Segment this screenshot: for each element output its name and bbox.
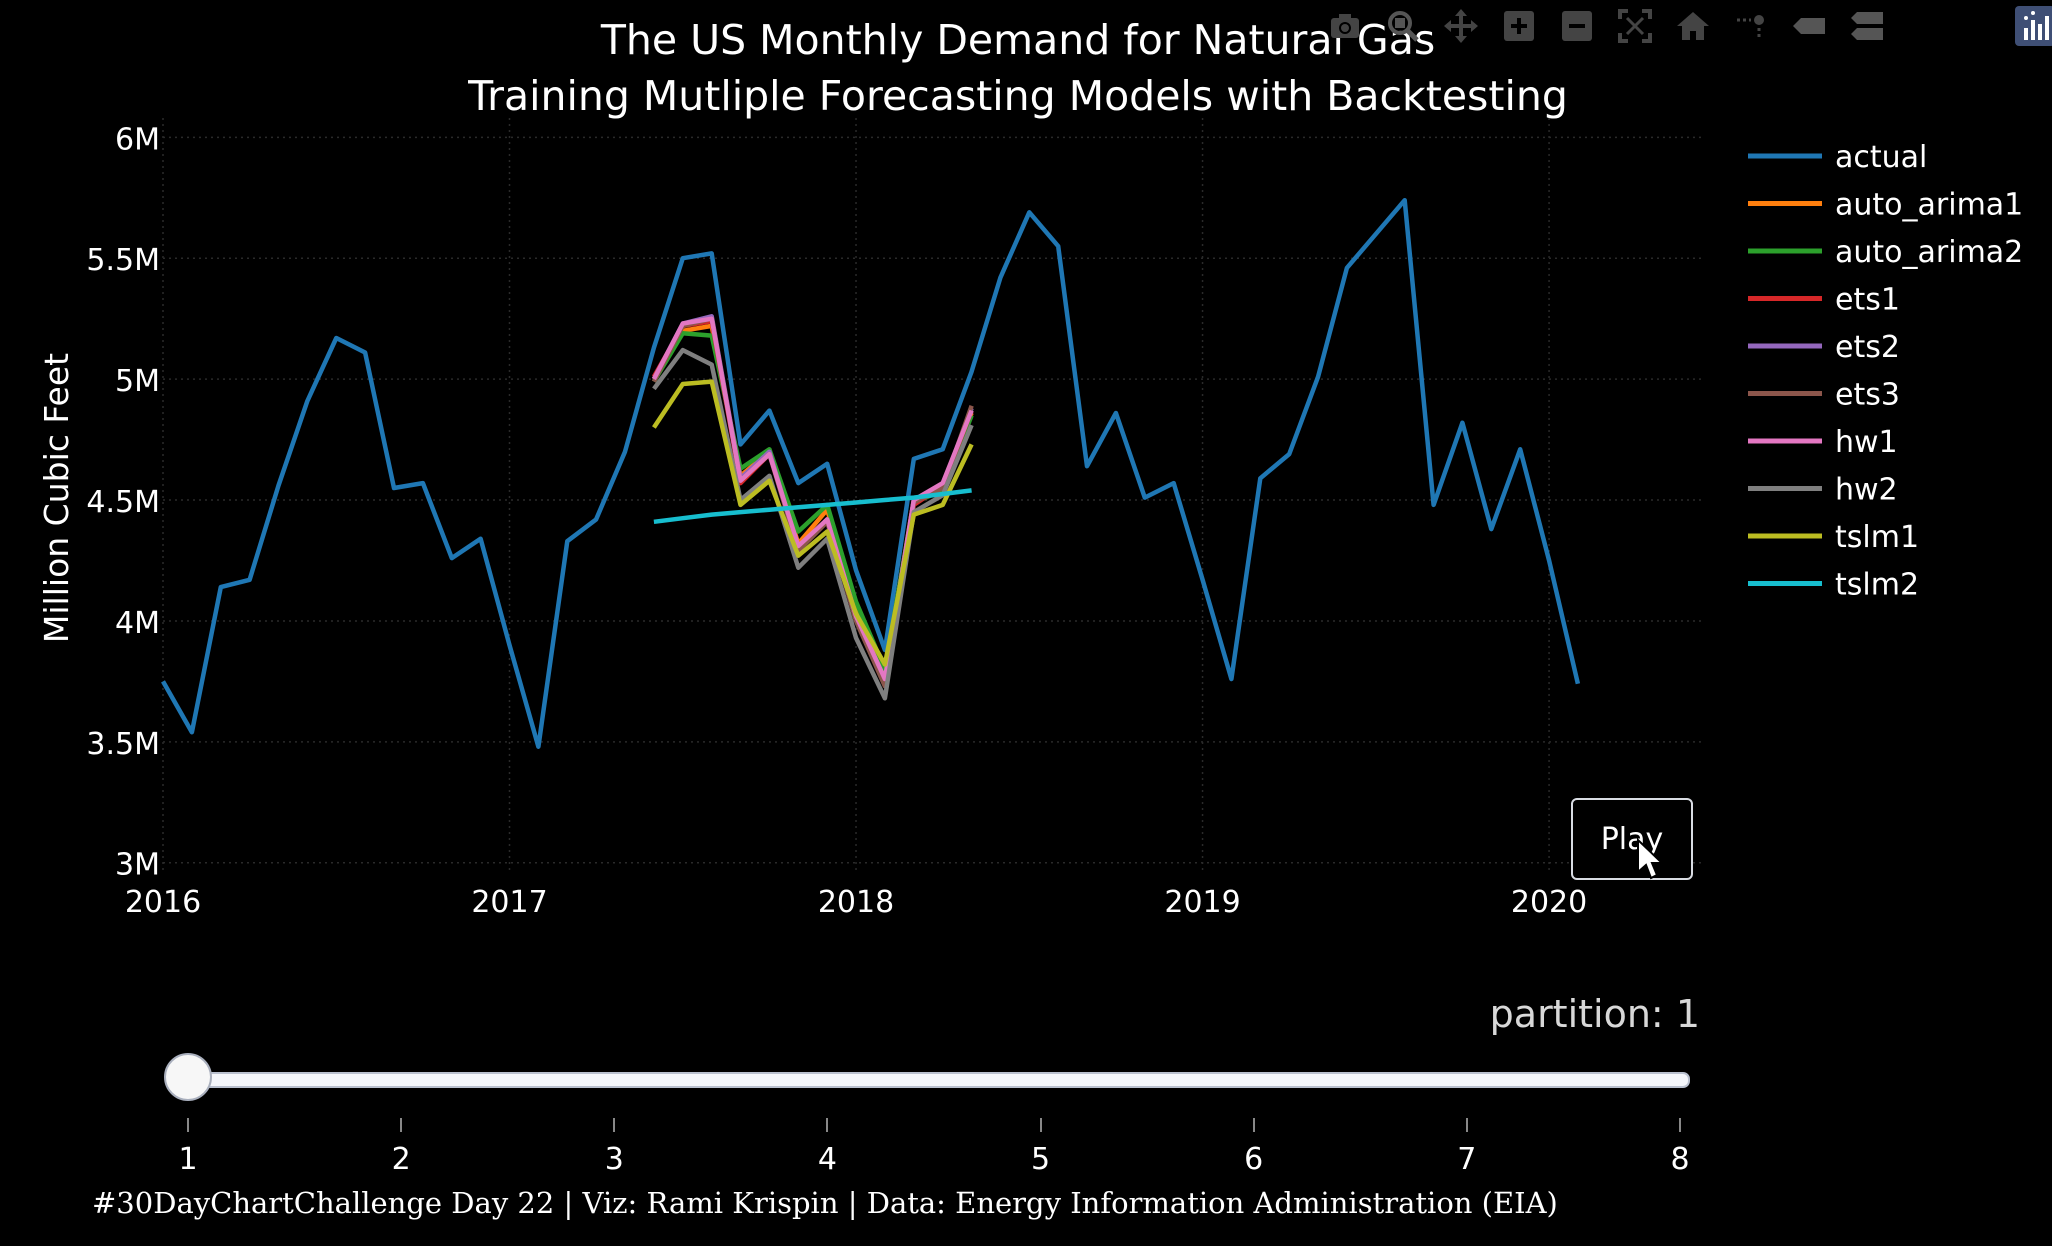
slider-handle[interactable] [164,1053,212,1101]
legend-label-auto_arima2[interactable]: auto_arima2 [1835,235,2023,270]
slider-step-label[interactable]: 1 [178,1142,198,1177]
mouse-cursor-icon [1637,838,1665,880]
series-layer [161,197,1581,749]
slider-step-label[interactable]: 6 [1244,1142,1264,1177]
legend-label-hw2[interactable]: hw2 [1835,473,1898,508]
x-tick-label: 2017 [471,885,547,920]
plotly-logo-icon[interactable] [2015,6,2052,46]
legend-label-hw1[interactable]: hw1 [1835,425,1898,460]
series-line-ets3[interactable] [651,316,974,689]
slider-tick [613,1118,616,1132]
grid [162,118,1705,870]
legend-label-ets3[interactable]: ets3 [1835,378,1900,413]
series-line-actual[interactable] [161,197,1581,749]
hover-compare-icon[interactable] [1847,6,1887,46]
y-tick-label: 5M [115,364,160,399]
slider-step-label[interactable]: 2 [391,1142,411,1177]
slider-step-label[interactable]: 7 [1457,1142,1477,1177]
slider-step-label[interactable]: 5 [1031,1142,1051,1177]
chart-title: The US Monthly Demand for Natural Gas [600,16,1435,64]
slider-tick [400,1118,403,1132]
zoom-icon[interactable] [1383,6,1423,46]
play-button[interactable]: Play [1571,798,1693,880]
camera-icon[interactable] [1325,6,1365,46]
x-tick-label: 2016 [125,885,201,920]
y-tick-label: 6M [115,122,160,157]
x-tick-label: 2020 [1511,885,1587,920]
slider-tick [1465,1118,1468,1132]
zoom-out-icon[interactable] [1557,6,1597,46]
y-tick-label: 3.5M [86,727,160,762]
legend-label-tslm1[interactable]: tslm1 [1835,520,1919,555]
series-line-tslm1[interactable] [652,379,974,667]
slider-step-label[interactable]: 3 [604,1142,624,1177]
slider-tick [1252,1118,1255,1132]
slider-current-value: partition: 1 [1489,992,1700,1036]
caption: #30DayChartChallenge Day 22 | Viz: Rami … [92,1186,1558,1220]
y-axis: 3M 3.5M 4M 4.5M 5M 5.5M 6M [86,122,160,882]
slider-tick [1039,1118,1042,1132]
series-line-tslm2[interactable] [653,488,972,525]
reset-axes-icon[interactable] [1673,6,1713,46]
y-tick-label: 5.5M [86,243,160,278]
slider-step-label[interactable]: 4 [817,1142,837,1177]
y-tick-label: 4M [115,606,160,641]
zoom-in-icon[interactable] [1499,6,1539,46]
slider-tick [826,1118,829,1132]
hover-closest-icon[interactable] [1789,6,1829,46]
legend: actual auto_arima1 auto_arima2 ets1 ets2 ets3… [1748,140,2023,603]
x-tick-label: 2019 [1164,885,1240,920]
legend-label-actual[interactable]: actual [1835,140,1927,175]
slider-tick [1679,1118,1681,1132]
pan-icon[interactable] [1441,6,1481,46]
series-line-ets1[interactable] [651,318,974,684]
y-axis-title: Million Cubic Feet [37,353,76,643]
y-tick-label: 3M [115,848,160,883]
slider-step-label[interactable]: 8 [1670,1142,1690,1177]
autoscale-icon[interactable] [1615,6,1655,46]
x-axis: 2016 2017 2018 2019 2020 [125,885,1587,920]
series-line-hw2[interactable] [652,347,974,701]
chart-subtitle: Training Mutliple Forecasting Models wit… [467,72,1568,120]
legend-label-ets1[interactable]: ets1 [1835,283,1900,318]
legend-label-ets2[interactable]: ets2 [1835,330,1900,365]
legend-label-tslm2[interactable]: tslm2 [1835,568,1919,603]
spike-lines-icon[interactable] [1731,6,1771,46]
legend-label-auto_arima1[interactable]: auto_arima1 [1835,188,2023,223]
x-tick-label: 2018 [818,885,894,920]
y-tick-label: 4.5M [86,485,160,520]
slider-tick [187,1118,189,1132]
slider-rail[interactable] [186,1072,1690,1088]
